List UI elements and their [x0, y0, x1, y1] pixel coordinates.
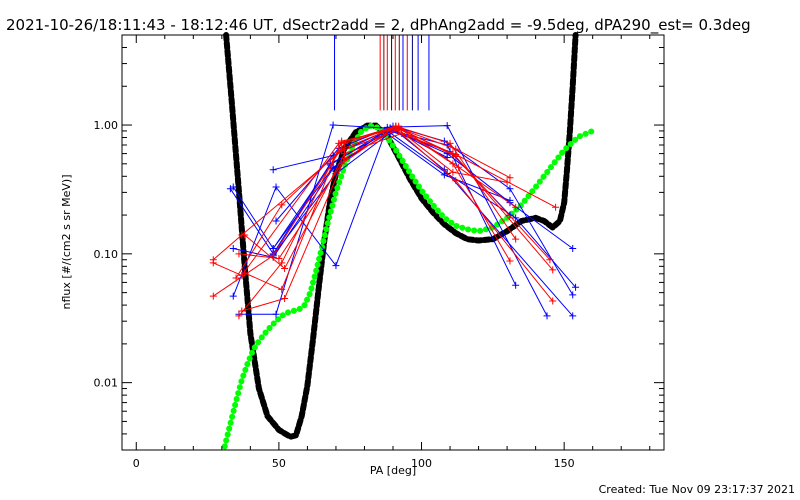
data-point [241, 231, 249, 239]
data-point [238, 307, 246, 315]
series-line [241, 127, 554, 312]
data-point [452, 177, 460, 185]
series-line [232, 125, 548, 317]
data-point [329, 121, 337, 129]
measurement-series-group [209, 121, 580, 320]
data-point [572, 283, 580, 291]
data-point [278, 201, 286, 209]
series-line [238, 125, 517, 317]
data-point [549, 266, 557, 274]
data-point [235, 250, 243, 258]
data-point [449, 168, 457, 176]
series-red [241, 129, 560, 272]
data-point [440, 171, 448, 179]
y-tick-label: 1.00 [94, 119, 119, 132]
x-axis-label: PA [deg] [370, 464, 416, 477]
series-line [212, 129, 508, 261]
data-point [449, 160, 457, 168]
data-point [452, 151, 460, 159]
data-point [443, 122, 451, 130]
y-tick-label: 0.10 [94, 248, 119, 261]
series-red [241, 125, 557, 305]
data-point [229, 183, 237, 191]
data-point [392, 125, 400, 133]
vertical-marker-group [334, 35, 430, 111]
data-point [506, 185, 514, 193]
data-point [278, 259, 286, 267]
x-tick-label: 50 [272, 457, 286, 470]
x-tick-label: 100 [411, 457, 432, 470]
data-point [455, 163, 463, 171]
x-tick-label: 150 [554, 457, 575, 470]
data-point [232, 274, 240, 282]
data-point [272, 310, 280, 318]
data-point [278, 285, 286, 293]
data-point [512, 214, 520, 222]
data-point [503, 178, 511, 186]
data-point [241, 269, 249, 277]
data-point [341, 150, 349, 158]
data-point [446, 139, 454, 147]
data-point [269, 166, 277, 174]
data-point [569, 245, 577, 253]
data-point [543, 312, 551, 320]
data-point [512, 281, 520, 289]
data-point [506, 211, 514, 219]
data-point [506, 257, 514, 265]
created-timestamp: Created: Tue Nov 09 23:17:37 2021 [599, 483, 795, 496]
data-point [281, 295, 289, 303]
data-point [269, 245, 277, 253]
data-point [552, 203, 560, 211]
data-point [338, 145, 346, 153]
data-point [395, 124, 403, 132]
data-point [546, 256, 554, 264]
data-point [569, 312, 577, 320]
x-tick-label: 0 [133, 457, 140, 470]
data-point [229, 292, 237, 300]
series-line [272, 132, 576, 288]
series-line [213, 126, 511, 297]
data-point [209, 256, 217, 264]
series-line [244, 132, 556, 270]
data-point [569, 291, 577, 299]
data-point [275, 255, 283, 263]
data-point [235, 312, 243, 320]
series-blue [229, 122, 551, 320]
data-point [332, 262, 340, 270]
data-point [549, 297, 557, 305]
data-point [281, 264, 289, 272]
chart-title: 2021-10-26/18:11:43 - 18:12:46 UT, dSect… [6, 16, 751, 35]
data-point [512, 235, 520, 243]
y-axis-label: nflux [#/(cm2 s sr MeV)] [60, 175, 73, 310]
data-point [272, 217, 280, 225]
data-point [338, 137, 346, 145]
series-line [239, 124, 574, 317]
y-tick-label: 0.01 [94, 377, 119, 390]
data-point [229, 245, 237, 253]
axes-group: 0 50 100 150 0.01 0.10 1.00 [94, 34, 664, 470]
data-point [506, 174, 514, 182]
data-point [209, 292, 217, 300]
data-point [226, 185, 234, 193]
data-point [512, 203, 520, 211]
series-line [244, 128, 554, 302]
data-point [272, 183, 280, 191]
